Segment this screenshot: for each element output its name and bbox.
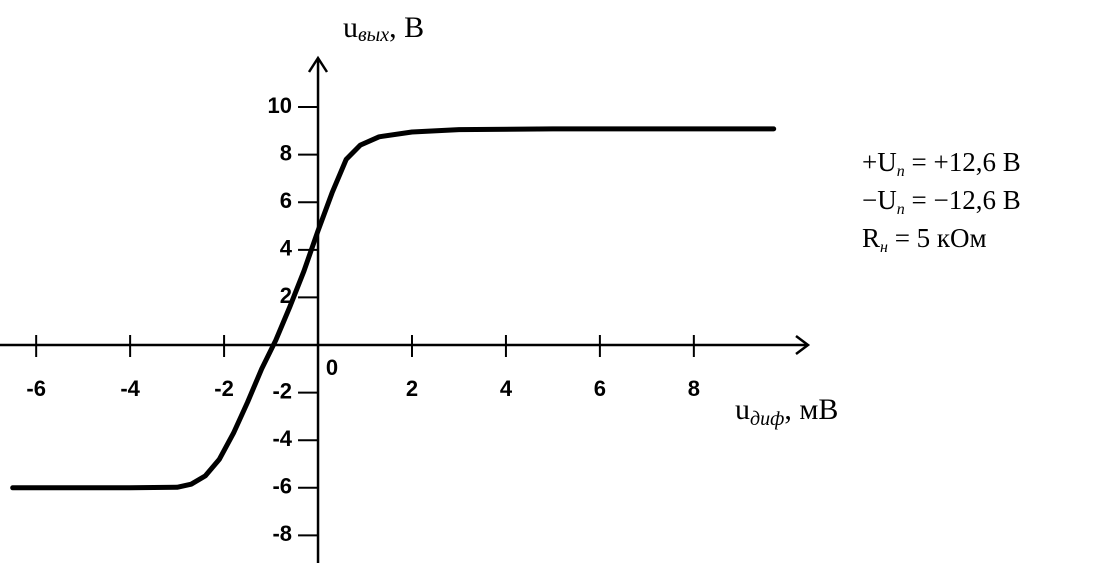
x-tick-label: 6 [594, 376, 606, 401]
label-main: u [343, 11, 358, 44]
y-tick-label: 8 [280, 140, 292, 165]
x-tick-label: 2 [406, 376, 418, 401]
annotation-sub: п [897, 201, 905, 218]
x-tick-label: -2 [214, 376, 234, 401]
annotation: +Uп = +12,6 В [862, 147, 1021, 179]
annotation: Rн = 5 кОм [862, 223, 987, 255]
annotation-rest: = −12,6 В [905, 185, 1021, 215]
annotation-sub: п [897, 163, 905, 180]
annotation-sub: н [880, 239, 888, 256]
annotation-main: +U [862, 147, 897, 177]
annotation-rest: = 5 кОм [888, 223, 987, 253]
x-axis-label: uдиф, мВ [735, 393, 838, 430]
y-axis-label: uвых, В [343, 11, 424, 46]
annotation-rest: = +12,6 В [905, 147, 1021, 177]
y-tick-label: -6 [272, 474, 292, 499]
label-sub: диф [750, 408, 784, 430]
y-tick-label: 2 [280, 283, 292, 308]
annotation-main: R [862, 223, 880, 253]
annotations: +Uп = +12,6 В−Uп = −12,6 ВRн = 5 кОм [862, 147, 1021, 255]
x-tick-label: -6 [26, 376, 46, 401]
y-tick-label: 4 [280, 236, 293, 261]
y-tick-label: 10 [268, 93, 292, 118]
annotation: −Uп = −12,6 В [862, 185, 1021, 217]
y-tick-label: 6 [280, 188, 292, 213]
x-tick-label: 4 [500, 376, 513, 401]
label-unit: , мВ [784, 393, 838, 426]
y-tick-label: -4 [272, 426, 292, 451]
y-tick-label: -8 [272, 521, 292, 546]
x-tick-label: -4 [120, 376, 140, 401]
y-tick-label: -2 [272, 378, 292, 403]
x-tick-label: 0 [326, 355, 338, 380]
annotation-main: −U [862, 185, 897, 215]
label-unit: , В [389, 11, 424, 44]
label-sub: вых [358, 24, 389, 46]
x-tick-label: 8 [688, 376, 700, 401]
curve [10, 126, 777, 491]
label-main: u [735, 393, 750, 426]
